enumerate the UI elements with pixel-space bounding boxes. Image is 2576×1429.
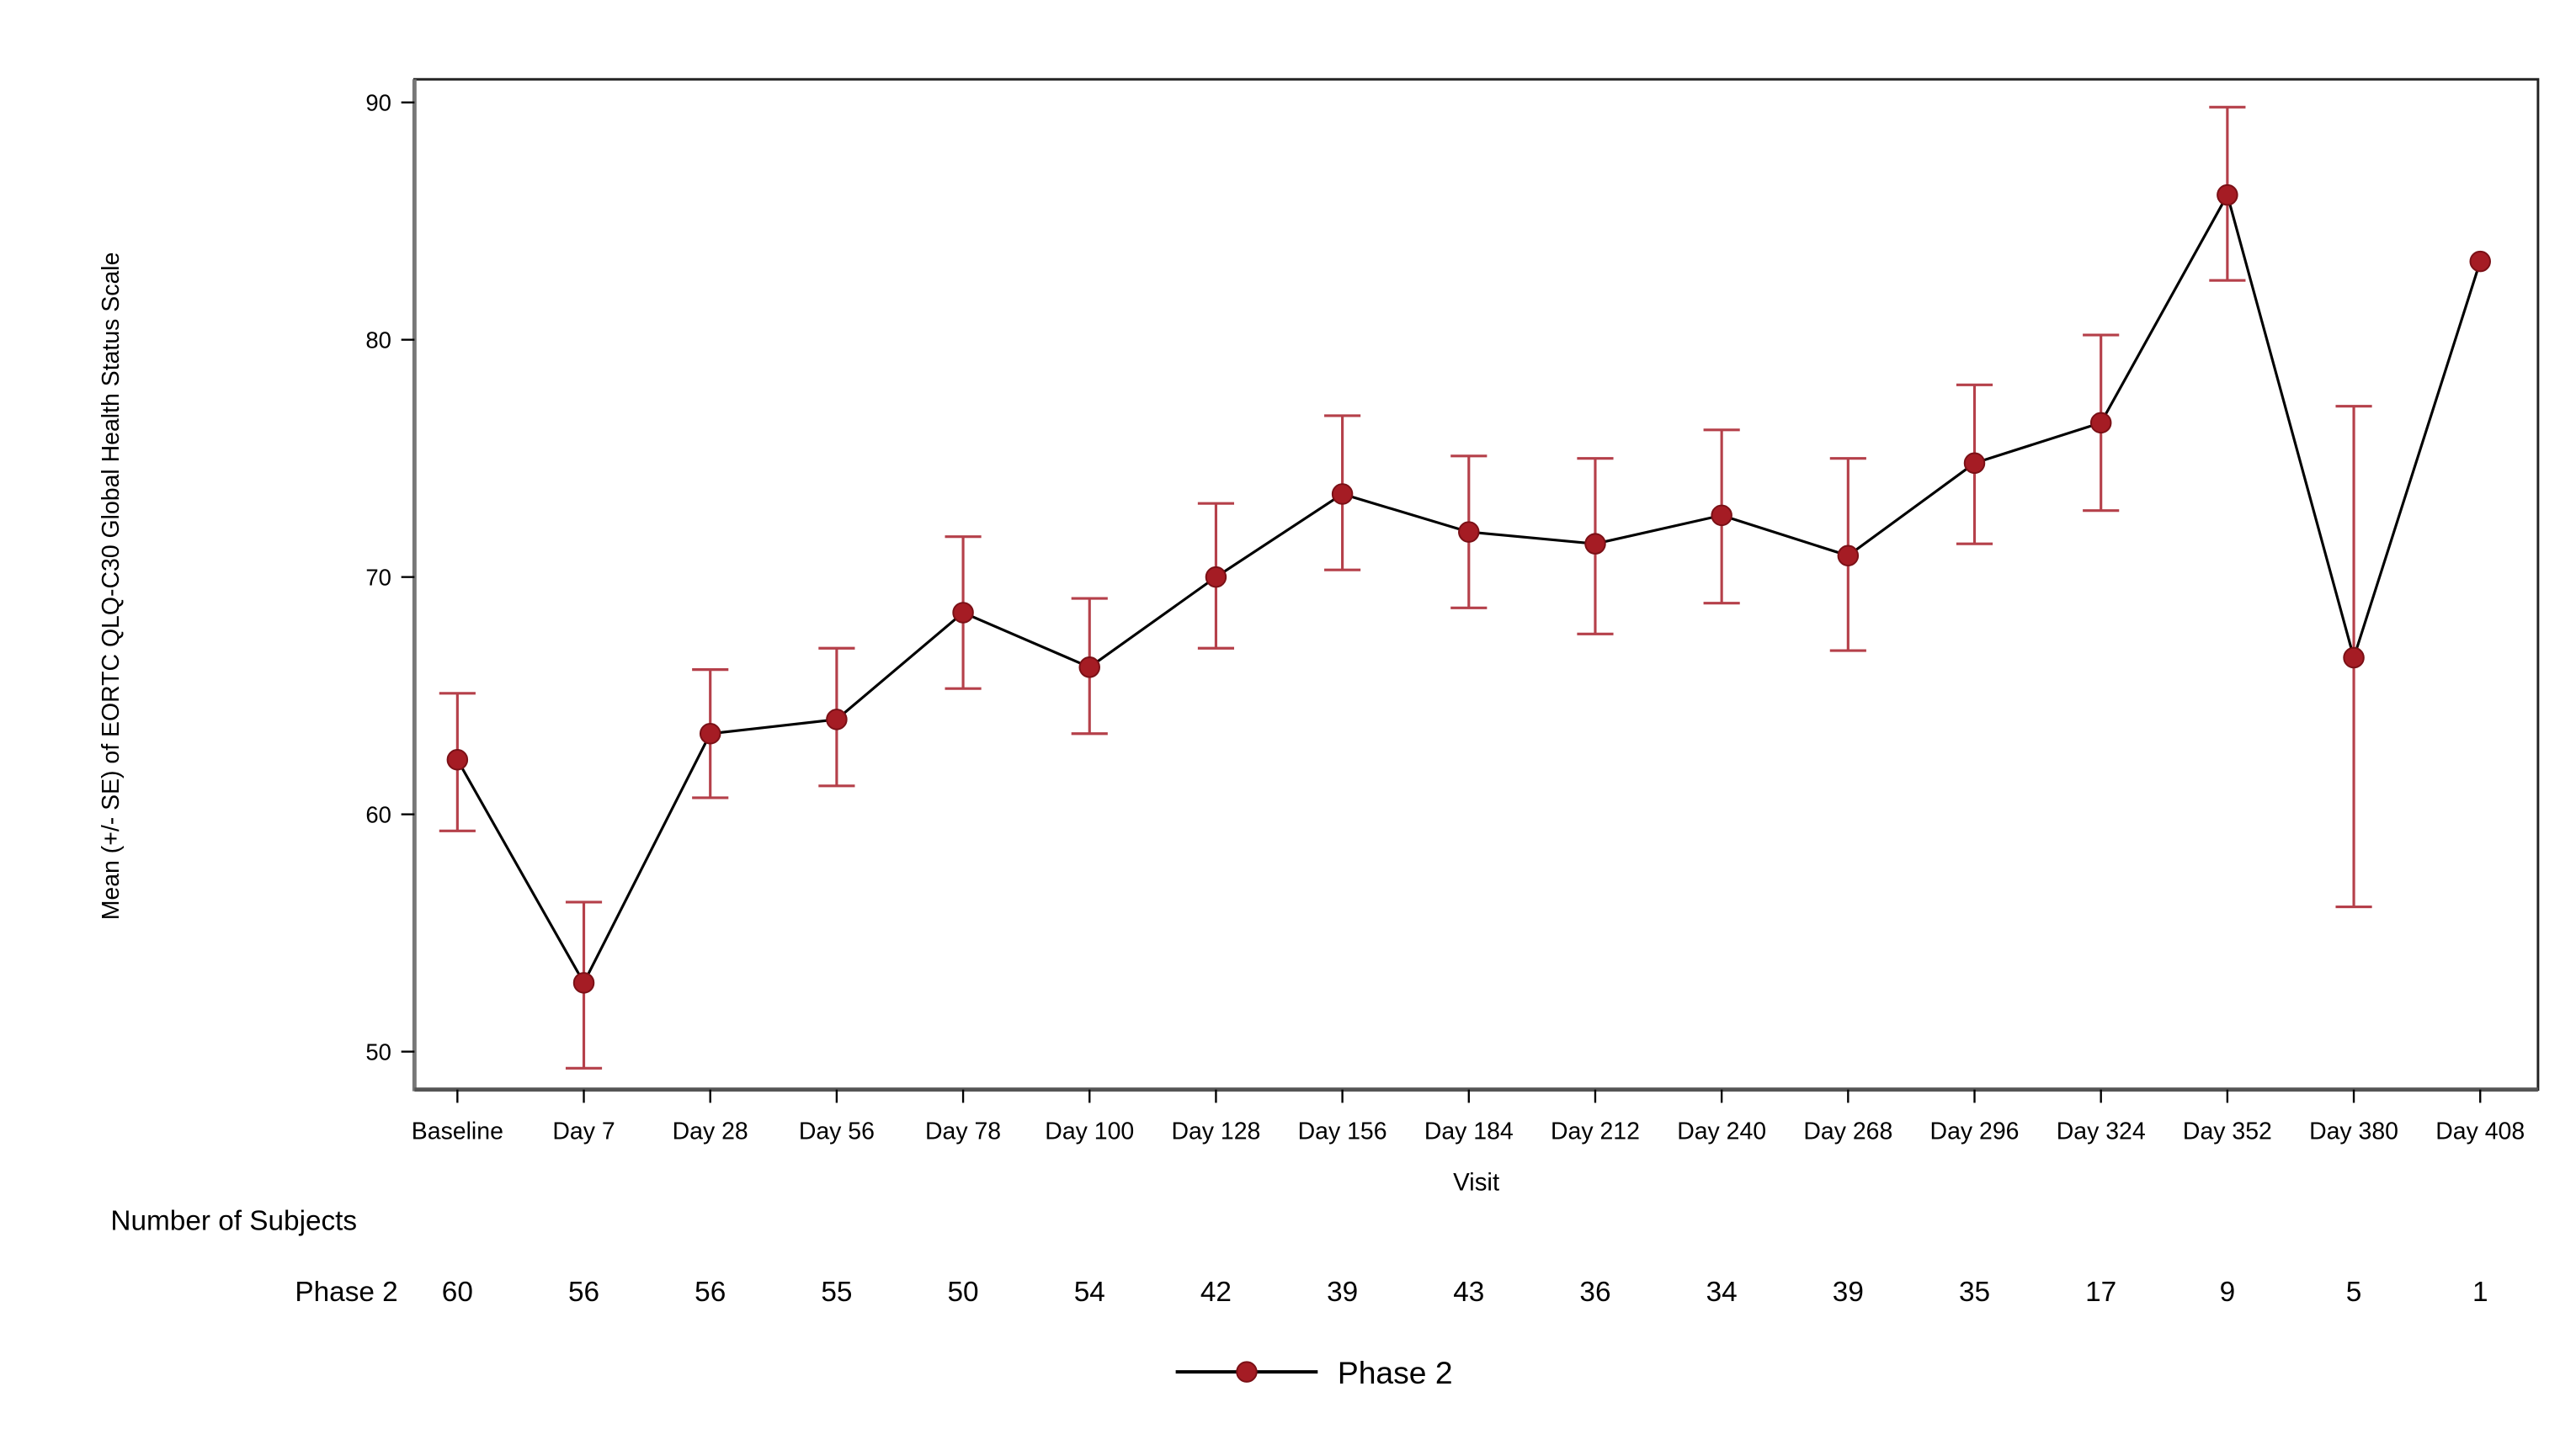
data-point-marker <box>2217 183 2238 206</box>
data-point-marker <box>699 723 721 745</box>
x-tick-label: Day 128 <box>1171 1118 1260 1145</box>
subjects-count: 17 <box>2085 1277 2116 1308</box>
data-point-marker <box>1837 545 1860 567</box>
y-tick-label: 70 <box>365 564 391 590</box>
x-tick-label: Day 240 <box>1677 1118 1766 1145</box>
subjects-count: 56 <box>695 1277 726 1308</box>
y-axis-label: Mean (+/- SE) of EORTC QLQ-C30 Global He… <box>98 252 125 921</box>
x-tick-label: Day 100 <box>1045 1118 1134 1145</box>
data-point-marker <box>2469 250 2491 273</box>
subjects-count: 34 <box>1706 1277 1738 1308</box>
subjects-count: 43 <box>1453 1277 1484 1308</box>
data-point-marker <box>1331 483 1354 505</box>
data-point-marker <box>1963 452 1986 475</box>
subjects-count: 9 <box>2220 1277 2236 1308</box>
legend-marker-icon <box>1236 1361 1258 1383</box>
y-tick-label: 50 <box>365 1039 391 1065</box>
subjects-count: 56 <box>568 1277 599 1308</box>
subjects-count: 1 <box>2472 1277 2488 1308</box>
legend-label: Phase 2 <box>1338 1355 1453 1390</box>
y-tick-label: 60 <box>365 801 391 827</box>
data-point-marker <box>1458 521 1480 543</box>
series-phase-2 <box>446 183 2491 994</box>
subjects-row-label: Phase 2 <box>295 1277 397 1308</box>
data-point-marker <box>1205 566 1227 588</box>
y-tick-label: 80 <box>365 327 391 353</box>
subjects-count: 35 <box>1959 1277 1990 1308</box>
subjects-count: 5 <box>2346 1277 2362 1308</box>
data-point-marker <box>1711 504 1732 527</box>
x-tick-label: Day 28 <box>673 1118 748 1145</box>
legend: Phase 2 <box>1175 1355 1453 1390</box>
data-point-marker <box>2343 646 2365 669</box>
x-tick-label: Day 352 <box>2183 1118 2272 1145</box>
subjects-count: 42 <box>1200 1277 1232 1308</box>
data-point-marker <box>1584 533 1606 555</box>
subjects-table: Phase 2 60 56 56 55 50 54 42 39 43 36 34 39 35 17 9 5 1 <box>295 1277 2488 1308</box>
plot-border <box>412 77 2540 1092</box>
x-tick-label: Day 268 <box>1803 1118 1892 1145</box>
x-tick-label: Day 212 <box>1551 1118 1640 1145</box>
x-tick-label: Baseline <box>412 1118 503 1145</box>
x-tick-label: Day 380 <box>2309 1118 2398 1145</box>
x-tick-label: Day 7 <box>552 1118 615 1145</box>
data-point-marker <box>952 602 974 624</box>
data-point-marker <box>446 749 469 771</box>
y-axis: 50 60 70 80 90 <box>365 90 415 1065</box>
subjects-count: 54 <box>1074 1277 1105 1308</box>
x-axis-label: Visit <box>1453 1168 1499 1196</box>
subjects-count: 50 <box>948 1277 979 1308</box>
x-tick-label: Day 324 <box>2057 1118 2146 1145</box>
data-point-marker <box>1078 656 1100 678</box>
x-tick-label: Day 408 <box>2435 1118 2525 1145</box>
subjects-count: 60 <box>442 1277 473 1308</box>
subjects-count: 55 <box>821 1277 852 1308</box>
data-point-marker <box>572 972 595 994</box>
plot-frame <box>412 77 2540 1092</box>
subjects-count: 39 <box>1833 1277 1864 1308</box>
y-tick-label: 90 <box>365 90 391 116</box>
data-point-marker <box>2089 412 2112 434</box>
subjects-count: 39 <box>1327 1277 1358 1308</box>
x-tick-label: Day 184 <box>1424 1118 1514 1145</box>
error-bars <box>439 105 2372 1070</box>
subjects-count: 36 <box>1579 1277 1610 1308</box>
x-tick-label: Day 156 <box>1298 1118 1387 1145</box>
x-axis: Baseline Day 7 Day 28 Day 56 Day 78 Day 100 Da… <box>412 1089 2525 1145</box>
x-tick-label: Day 78 <box>925 1118 1001 1145</box>
x-tick-label: Day 56 <box>799 1118 875 1145</box>
data-point-marker <box>826 709 848 730</box>
x-tick-label: Day 296 <box>1930 1118 2020 1145</box>
subjects-table-title: Number of Subjects <box>110 1205 357 1236</box>
